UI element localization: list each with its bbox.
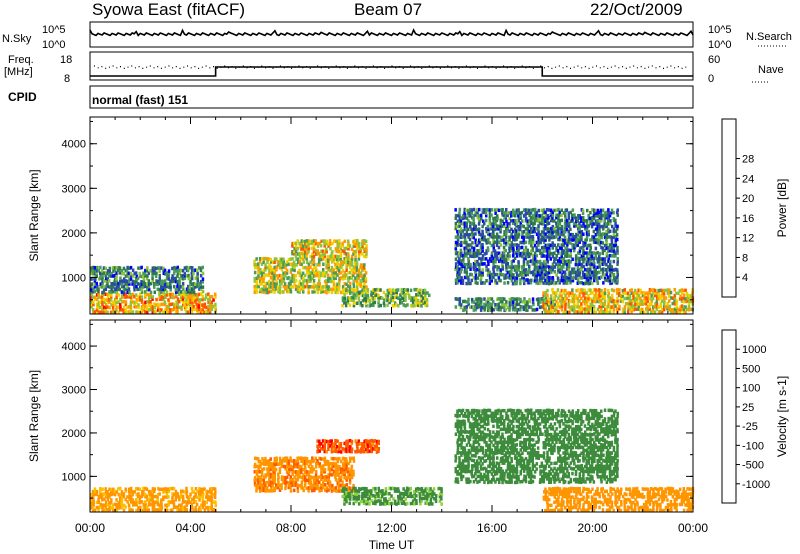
y-tick-label: 3000 <box>62 183 86 195</box>
x-tick-label: 04:00 <box>175 521 205 535</box>
heatmap-velocity-region-3 <box>341 486 444 506</box>
nsearch-label: N.Search <box>746 31 792 43</box>
x-tick-label: 00:00 <box>75 521 105 535</box>
heatmap-power-region-6 <box>454 207 619 286</box>
nave-label: Nave <box>758 64 784 76</box>
colorbar-label: Power [dB] <box>775 179 789 238</box>
freq-high-label: 18 <box>60 54 73 66</box>
cpid-label: CPID <box>8 90 37 104</box>
nsky-high-label: 10^5 <box>42 24 66 36</box>
colorbar-tick-label: 16 <box>742 213 754 225</box>
x-tick-label: 00:00 <box>678 521 708 535</box>
x-axis-label: Time UT <box>369 538 415 552</box>
y-tick-label: 2000 <box>62 228 86 240</box>
colorbar-tick-label: 24 <box>742 173 754 185</box>
y-tick-label: 3000 <box>62 385 86 397</box>
nsearch-high-label: 10^5 <box>708 24 732 36</box>
heatmap-power-region-0 <box>90 292 217 315</box>
colorbar-velocity <box>721 329 740 504</box>
date-title: 22/Oct/2009 <box>590 0 683 19</box>
nsky-line <box>89 28 694 37</box>
freq-label: Freq. <box>8 54 34 66</box>
heatmap-velocity-region-0 <box>90 486 217 513</box>
x-tick-label: 12:00 <box>376 521 406 535</box>
colorbar-tick-label: 500 <box>742 363 760 375</box>
colorbar-tick-label: 12 <box>742 233 754 245</box>
heatmap-power-region-4 <box>341 287 431 308</box>
x-tick-label: 08:00 <box>276 521 306 535</box>
colorbar-tick-label: 25 <box>742 402 754 414</box>
nsky-low-label: 10^0 <box>42 39 66 51</box>
freq-line <box>90 66 693 77</box>
x-tick-label: 20:00 <box>577 521 607 535</box>
nsky-label: N.Sky <box>2 33 32 45</box>
nave-dots <box>94 65 687 69</box>
freq-low-label: 8 <box>64 73 71 85</box>
colorbar-tick-label: 8 <box>742 252 748 264</box>
colorbar-tick-label: -25 <box>742 421 758 433</box>
cpid-text: normal (fast) 151 <box>92 93 189 107</box>
colorbar-tick-label: 1000 <box>742 344 766 356</box>
heatmap-velocity-region-5 <box>542 486 695 513</box>
y-tick-label: 1000 <box>62 471 86 483</box>
y-tick-label: 4000 <box>62 139 86 151</box>
heatmap-power-region-1 <box>90 265 205 295</box>
cpid-panel <box>89 85 694 109</box>
heatmap-power-region-3 <box>291 239 368 259</box>
nave-high-label: 60 <box>708 54 721 66</box>
colorbar-tick-label: 28 <box>742 154 754 166</box>
heatmap-power <box>90 207 695 315</box>
heatmap-velocity-region-2 <box>316 438 381 454</box>
colorbar-tick-label: 4 <box>742 272 748 284</box>
heatmap-power-region-5 <box>454 296 557 313</box>
x-tick-label: 16:00 <box>477 521 507 535</box>
colorbar-tick-label: -1000 <box>742 479 770 491</box>
heatmap-velocity-region-4 <box>454 408 619 485</box>
freq-panel <box>89 51 694 81</box>
y-tick-label: 1000 <box>62 272 86 284</box>
heatmap-velocity <box>90 408 695 513</box>
heatmap-power-region-7 <box>542 288 695 315</box>
colorbar-tick-label: -100 <box>742 440 764 452</box>
station-title: Syowa East (fitACF) <box>92 0 246 19</box>
colorbar-power <box>721 118 740 298</box>
y-tick-label: 4000 <box>62 341 86 353</box>
freq-unit-label: [MHz] <box>4 66 33 78</box>
colorbar-tick-label: 100 <box>742 383 760 395</box>
y-tick-label: 2000 <box>62 428 86 440</box>
heatmap-velocity-region-1 <box>253 456 356 493</box>
colorbar-label: Velocity [m s-1] <box>775 376 789 457</box>
colorbar-tick-label: -500 <box>742 460 764 472</box>
colorbar-tick-label: 20 <box>742 193 754 205</box>
nsearch-low-label: 10^0 <box>708 39 732 51</box>
y-axis-label: Slant Range [km] <box>27 169 41 261</box>
nave-low-label: 0 <box>708 73 715 85</box>
heatmap-power-region-2 <box>253 256 368 295</box>
beam-title: Beam 07 <box>354 0 423 19</box>
y-axis-label: Slant Range [km] <box>27 370 41 462</box>
